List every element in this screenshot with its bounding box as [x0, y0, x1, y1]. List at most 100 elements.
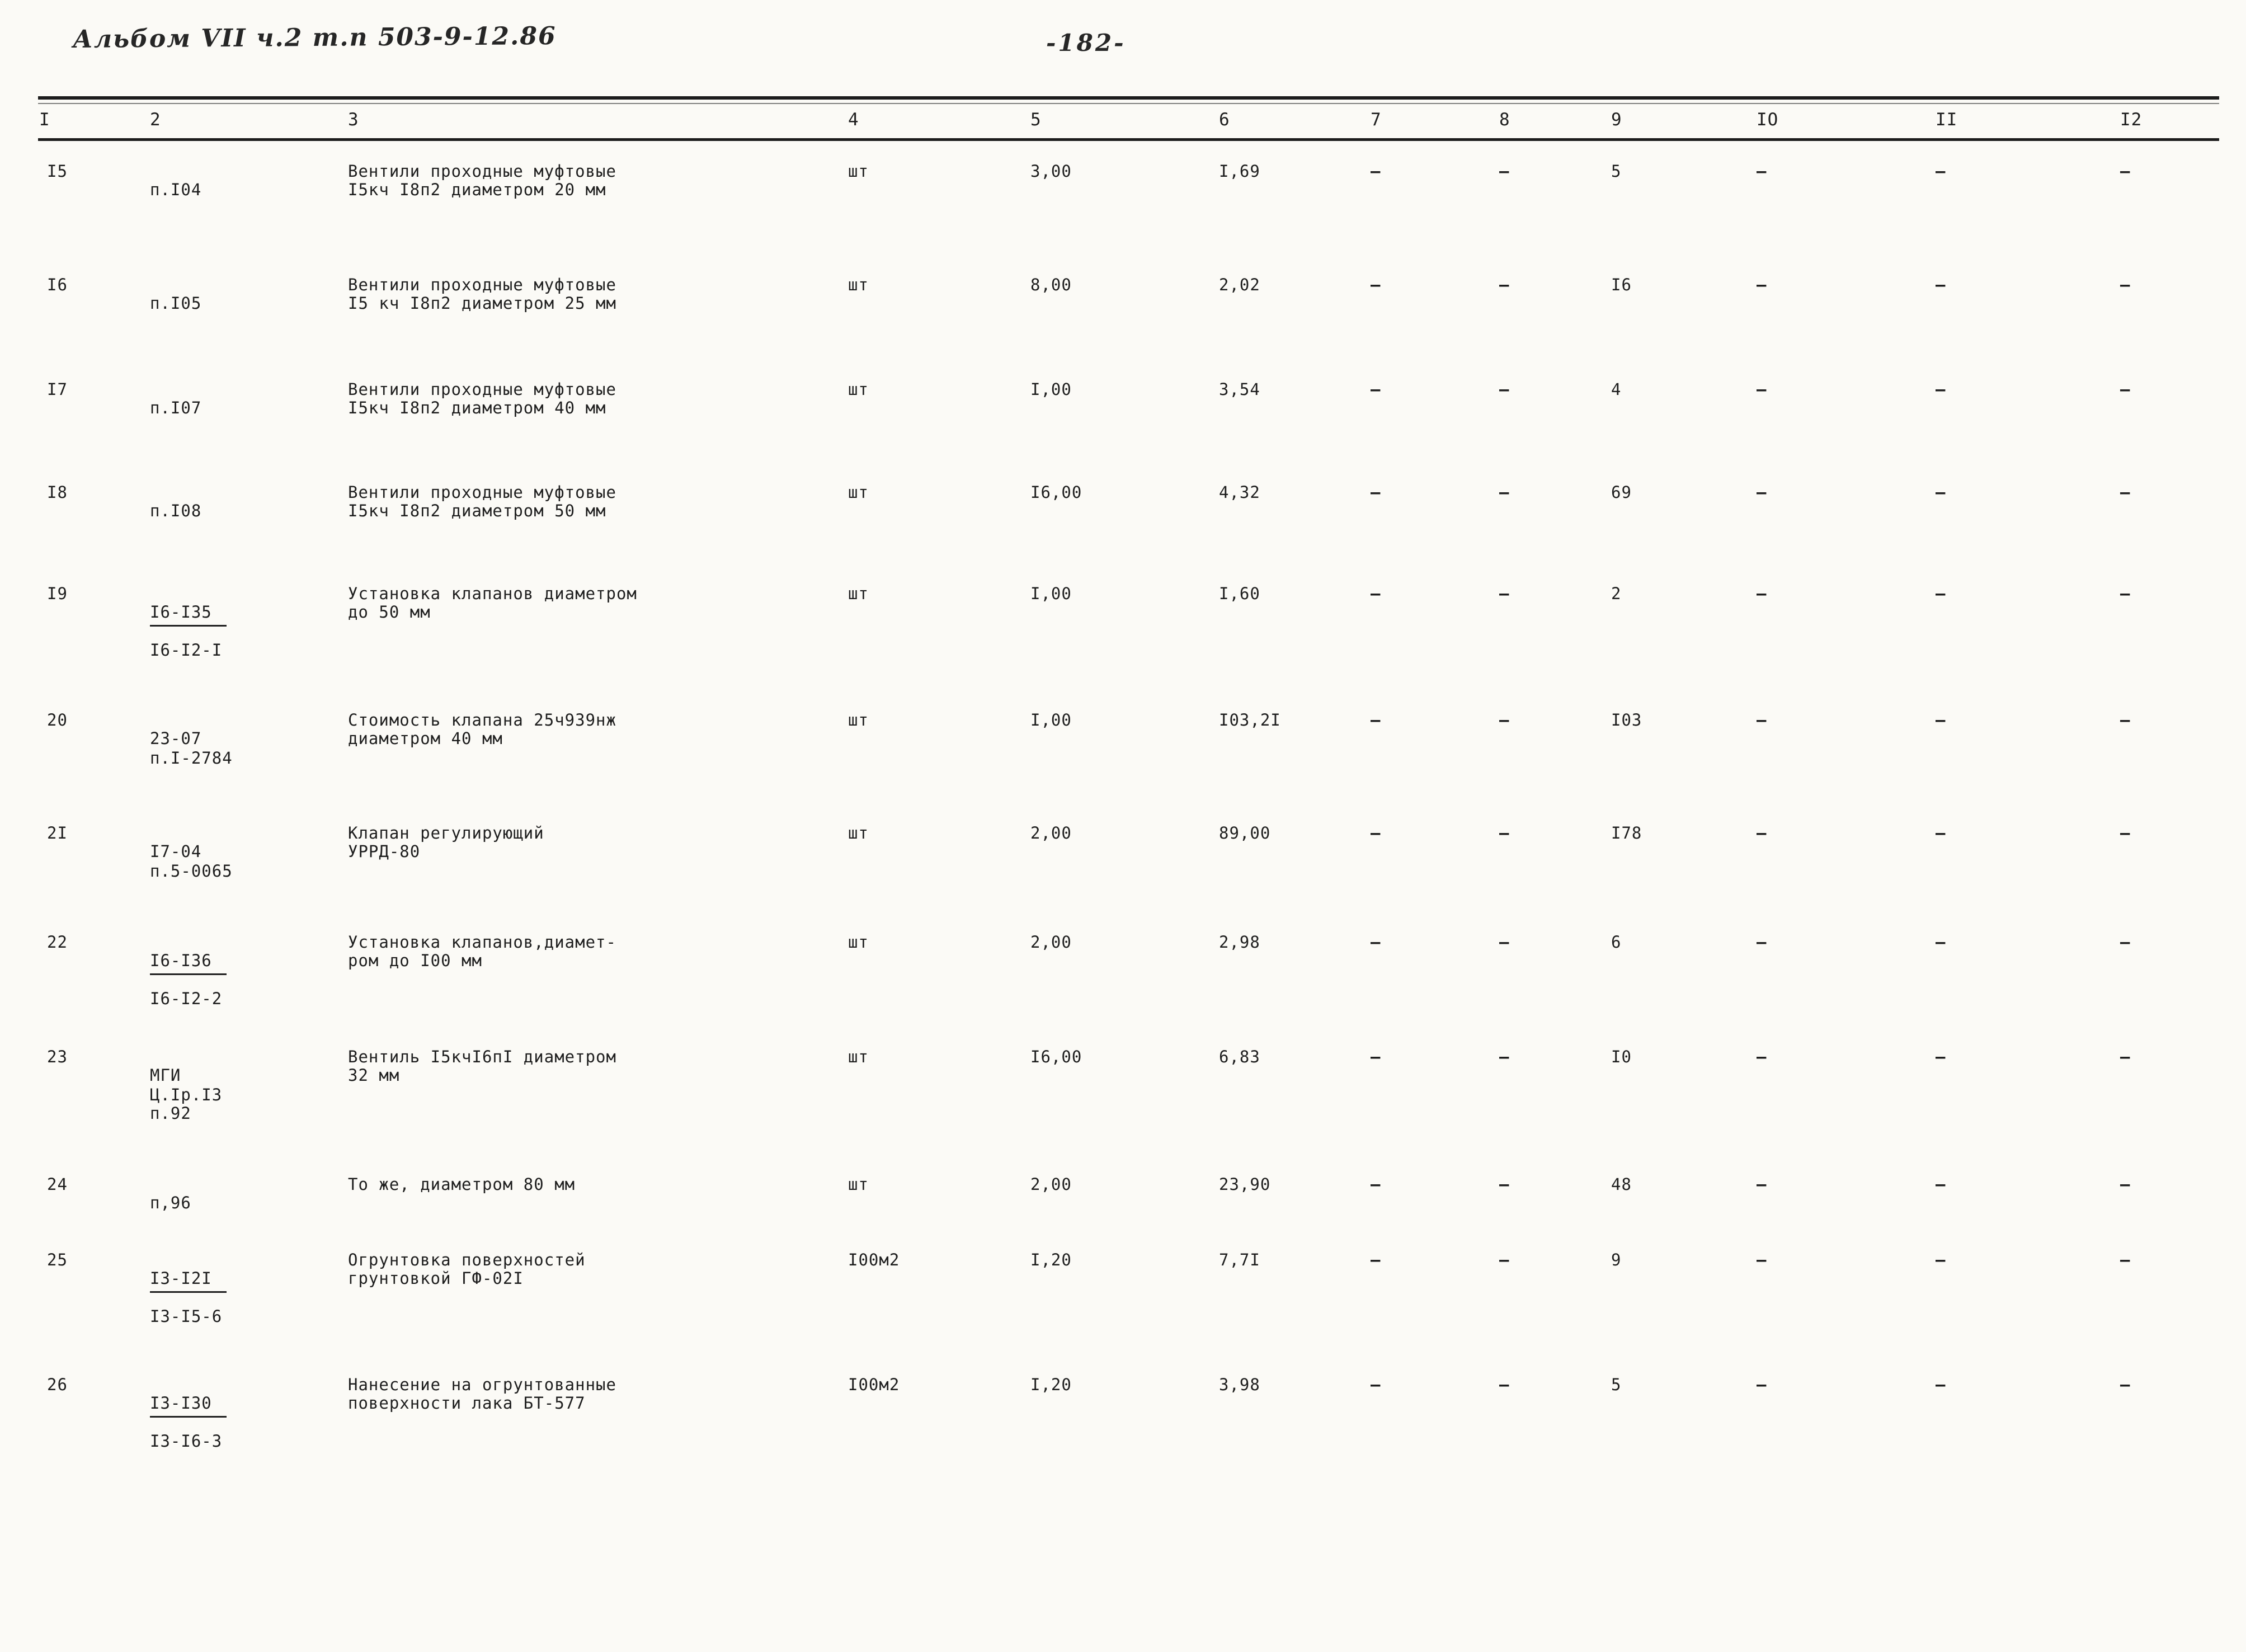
- row-unit: шт: [848, 275, 869, 294]
- row-col12-dash: –: [2120, 1250, 2131, 1269]
- row-col8-dash: –: [1499, 1375, 1510, 1394]
- row-description: Огрунтовка поверхностей грунтовкой ГФ-02…: [348, 1250, 586, 1288]
- row-quantity: I,00: [1030, 710, 1072, 729]
- row-code: п.I07: [134, 380, 336, 437]
- row-code-line1: п.I08: [150, 501, 202, 520]
- row-quantity: 2,00: [1030, 1175, 1072, 1194]
- row-code-line2: Ц.Iр.I3 п.92: [150, 1085, 223, 1123]
- row-quantity: 2,00: [1030, 823, 1072, 843]
- row-total: 4: [1611, 380, 1622, 399]
- column-header-4: 4: [848, 110, 859, 130]
- row-unit-price: I,69: [1219, 162, 1260, 181]
- row-col10-dash: –: [1757, 275, 1767, 294]
- row-code-line1: I6-I36: [150, 952, 227, 975]
- row-col12-dash: –: [2120, 380, 2131, 399]
- row-col11-dash: –: [1936, 584, 1946, 603]
- row-code: I3-I2I I3-I5-6: [134, 1251, 336, 1344]
- row-quantity: I,00: [1030, 380, 1072, 399]
- row-col11-dash: –: [1936, 933, 1946, 952]
- row-col12-dash: –: [2120, 483, 2131, 502]
- row-code: I6-I35 I6-I2-I: [134, 585, 336, 678]
- row-unit-price: 3,54: [1219, 380, 1260, 399]
- row-col8-dash: –: [1499, 275, 1510, 294]
- row-col10-dash: –: [1757, 1250, 1767, 1269]
- row-col7-dash: –: [1371, 1175, 1381, 1194]
- column-header-5: 5: [1030, 110, 1042, 130]
- table-row: I6 п.I05 Вентили проходные муфтовые I5 к…: [0, 276, 2246, 332]
- row-col11-dash: –: [1936, 1047, 1946, 1066]
- row-code-line2: I6-I2-2: [150, 989, 223, 1008]
- row-col11-dash: –: [1936, 1250, 1946, 1269]
- row-col12-dash: –: [2120, 1175, 2131, 1194]
- row-col12-dash: –: [2120, 1375, 2131, 1394]
- column-header-9: 9: [1611, 110, 1622, 130]
- row-unit: шт: [848, 483, 869, 502]
- row-unit: шт: [848, 380, 869, 399]
- row-col8-dash: –: [1499, 710, 1510, 729]
- row-code-line2: I6-I2-I: [150, 641, 223, 660]
- row-col8-dash: –: [1499, 1250, 1510, 1269]
- row-col12-dash: –: [2120, 162, 2131, 181]
- row-col7-dash: –: [1371, 162, 1381, 181]
- row-code-line2: I3-I6-3: [150, 1432, 223, 1451]
- row-col7-dash: –: [1371, 584, 1381, 603]
- row-unit-price: 89,00: [1219, 823, 1271, 843]
- row-code-line1: I7-04: [150, 842, 202, 861]
- row-col7-dash: –: [1371, 483, 1381, 502]
- row-unit-price: 4,32: [1219, 483, 1260, 502]
- row-col8-dash: –: [1499, 483, 1510, 502]
- table-row: I7 п.I07 Вентили проходные муфтовые I5кч…: [0, 380, 2246, 437]
- row-code-line1: п.I05: [150, 294, 202, 313]
- row-col7-dash: –: [1371, 1250, 1381, 1269]
- row-col11-dash: –: [1936, 823, 1946, 843]
- row-number: 23: [47, 1047, 68, 1066]
- row-code: I7-04 п.5-0065: [134, 824, 336, 899]
- row-col11-dash: –: [1936, 483, 1946, 502]
- row-code-line2: п.I-2784: [150, 749, 233, 768]
- row-code-line1: п.I07: [150, 398, 202, 417]
- row-unit: I00м2: [848, 1250, 900, 1269]
- row-unit: I00м2: [848, 1375, 900, 1394]
- row-description: Вентили проходные муфтовые I5кч I8п2 диа…: [348, 483, 616, 520]
- row-code-line1: п,96: [150, 1193, 191, 1212]
- row-total: 5: [1611, 162, 1622, 181]
- column-header-8: 8: [1499, 110, 1510, 130]
- row-description: То же, диаметром 80 мм: [348, 1175, 576, 1194]
- row-quantity: 3,00: [1030, 162, 1072, 181]
- row-col10-dash: –: [1757, 933, 1767, 952]
- row-unit-price: 2,02: [1219, 275, 1260, 294]
- row-description: Вентили проходные муфтовые I5 кч I8п2 ди…: [348, 275, 616, 313]
- row-description: Стоимость клапана 25ч939нж диаметром 40 …: [348, 710, 616, 748]
- row-col10-dash: –: [1757, 162, 1767, 181]
- row-unit: шт: [848, 823, 869, 843]
- row-number: 24: [47, 1175, 68, 1194]
- row-total: I6: [1611, 275, 1632, 294]
- row-description: Вентиль I5кчI6пI диаметром 32 мм: [348, 1047, 616, 1085]
- row-col12-dash: –: [2120, 584, 2131, 603]
- row-col8-dash: –: [1499, 933, 1510, 952]
- header-rule-top-double: [38, 103, 2219, 104]
- row-col10-dash: –: [1757, 380, 1767, 399]
- row-col12-dash: –: [2120, 1047, 2131, 1066]
- row-code: п.I04: [134, 162, 336, 219]
- table-row: I5 п.I04 Вентили проходные муфтовые I5кч…: [0, 162, 2246, 219]
- row-col11-dash: –: [1936, 162, 1946, 181]
- row-total: I0: [1611, 1047, 1632, 1066]
- row-quantity: I,20: [1030, 1375, 1072, 1394]
- table-row: 23 МГИ Ц.Iр.I3 п.92 Вентиль I5кчI6пI диа…: [0, 1048, 2246, 1141]
- row-number: I8: [47, 483, 68, 502]
- row-quantity: 2,00: [1030, 933, 1072, 952]
- row-number: 22: [47, 933, 68, 952]
- row-code-line1: I3-I2I: [150, 1269, 227, 1293]
- header-rule-top: [38, 96, 2219, 100]
- row-code: МГИ Ц.Iр.I3 п.92: [134, 1048, 336, 1141]
- row-col8-dash: –: [1499, 380, 1510, 399]
- page-number: -182-: [1046, 29, 1126, 57]
- row-total: 9: [1611, 1250, 1622, 1269]
- row-total: 2: [1611, 584, 1622, 603]
- column-header-3: 3: [348, 110, 359, 130]
- row-number: 26: [47, 1375, 68, 1394]
- row-code-line1: МГИ: [150, 1066, 181, 1085]
- row-total: 69: [1611, 483, 1632, 502]
- row-quantity: I6,00: [1030, 1047, 1082, 1066]
